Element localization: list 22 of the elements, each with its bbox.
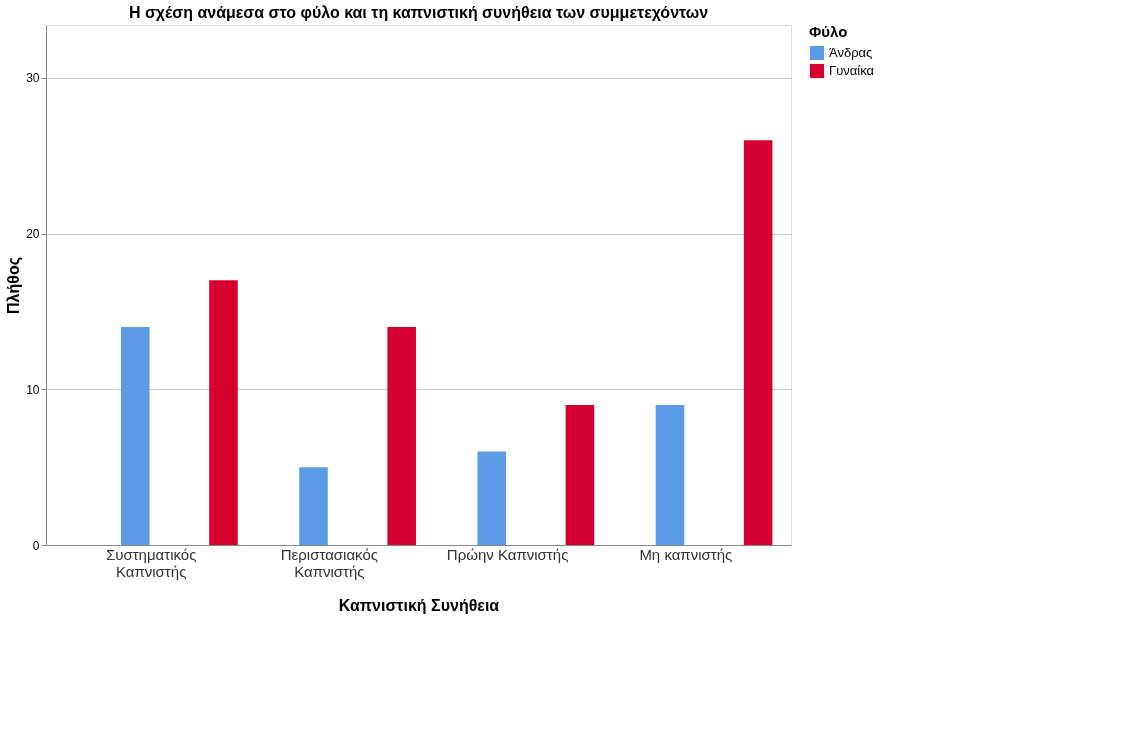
y-tick-label: 10	[26, 382, 40, 397]
y-axis-title: Πλήθος	[5, 257, 24, 314]
bar	[743, 140, 773, 545]
x-tick-label: Μη καπνιστής	[639, 545, 733, 563]
x-axis-title: Καπνιστική Συνήθεια	[338, 596, 500, 614]
legend-title: Φύλο	[809, 23, 848, 40]
bar	[209, 280, 238, 545]
x-tick-label: Περιστασιακός Καπνιστής	[280, 545, 378, 580]
legend-label: Γυναίκα	[829, 63, 875, 78]
y-tick-label: 30	[26, 71, 40, 86]
bar	[121, 327, 150, 545]
chart-title: Η σχέση ανάμεσα στο φύλο και τη καπνιστική συνήθεια των συμμετεχόντων	[128, 4, 709, 21]
bar	[655, 404, 685, 545]
x-tick-label: Συστηματικός Καπνιστής	[105, 545, 197, 580]
bar	[387, 327, 416, 545]
bar	[477, 451, 507, 545]
legend-label: Άνδρας	[829, 45, 873, 60]
bar	[299, 467, 328, 545]
x-tick-label: Πρώην Καπνιστής	[446, 545, 569, 563]
bar	[565, 404, 595, 545]
y-tick-label: 20	[26, 227, 40, 242]
y-tick-label: 0	[32, 538, 40, 553]
